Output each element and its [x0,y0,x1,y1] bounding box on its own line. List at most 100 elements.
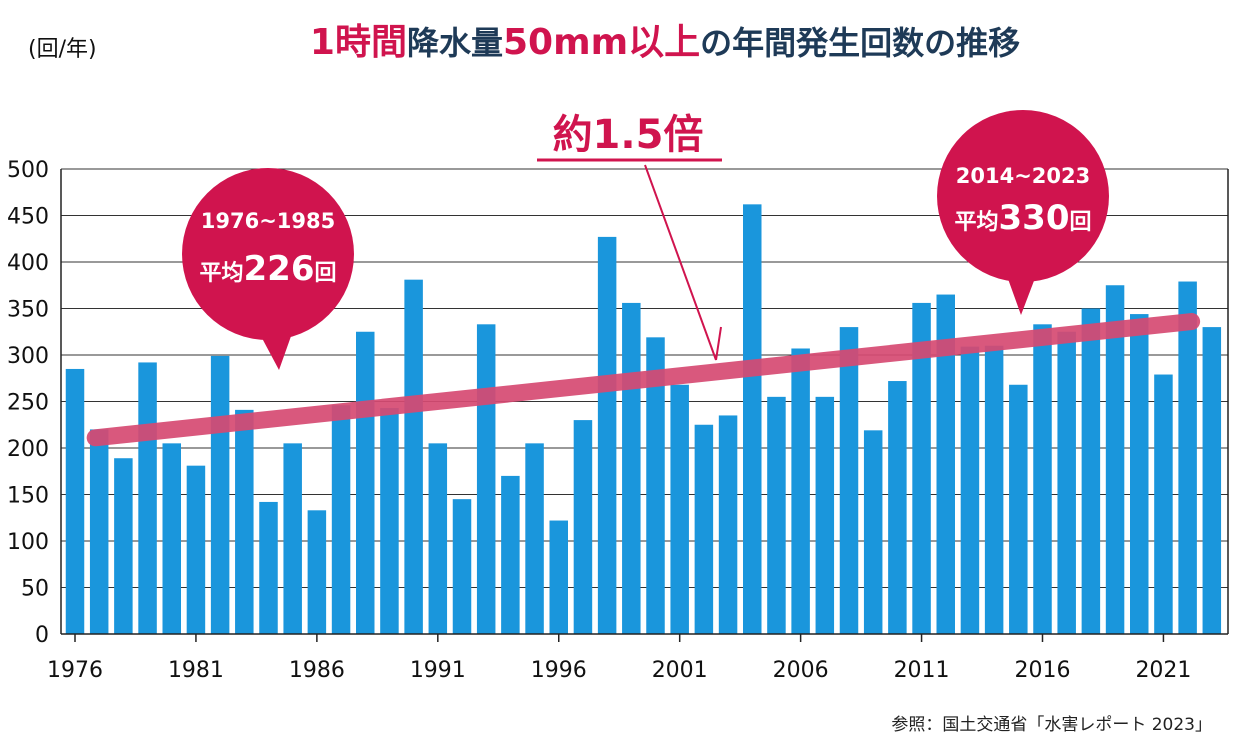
bar-2017 [1057,331,1076,634]
bar-1991 [428,443,448,634]
bar-1979 [138,362,157,634]
x-tick-2001: 2001 [652,658,708,683]
bar-1978 [114,458,133,634]
y-tick-labels: 0 50 100 150 200 250 300 350 400 450 500 [7,158,49,648]
bar-1986 [307,510,327,634]
title-part-1: 降水量 [407,24,503,62]
multiplier-pointer-tick [715,326,722,361]
bar-1993 [476,324,496,634]
bar-1995 [525,443,544,634]
bar-1982 [210,355,230,634]
bar-1992 [452,499,472,634]
bar-2023 [1202,327,1222,634]
multiplier-pointer [644,164,717,361]
y-tick-200: 200 [7,437,49,462]
x-tick-2021: 2021 [1135,658,1191,683]
multiplier-label: 約1.5倍 [553,112,704,158]
bar-2005 [767,396,786,634]
bar-2009 [863,430,883,634]
x-tick-1976: 1976 [47,658,103,683]
bubble-recent-years: 2014~2023 [956,164,1091,188]
bubble-recent-avg-suffix: 回 [1069,210,1091,235]
bar-1981 [186,465,206,634]
bar-2013 [960,346,980,634]
bar-2014 [984,345,1004,634]
bar-2011 [912,302,931,634]
bar-2002 [694,424,714,634]
bubble-recent-avg-prefix: 平均 [954,209,998,235]
y-axis-label: (回/年) [28,37,97,62]
y-tick-250: 250 [7,391,49,416]
bar-1989 [380,408,399,634]
y-tick-100: 100 [7,530,49,555]
bar-1994 [501,475,520,634]
bubble-early-avg-prefix: 平均 [199,260,243,286]
x-tick-labels: 1976 1981 1986 1991 1996 2001 2006 2011 2016 2021 [47,634,1191,683]
bar-2022 [1178,281,1197,634]
bar-2012 [936,294,955,634]
bar-1980 [162,443,181,634]
bubble-recent: 2014~2023 平均330回 [937,110,1109,315]
bubble-recent-avg-value: 330 [999,198,1070,238]
bar-2016 [1033,324,1052,634]
bubble-early-circle [182,168,354,340]
y-tick-50: 50 [21,577,49,602]
y-tick-0: 0 [35,623,49,648]
y-tick-150: 150 [7,484,49,509]
bar-2004 [743,204,762,634]
y-tick-350: 350 [7,298,49,323]
bar-1983 [235,409,254,634]
bar-2001 [670,384,689,634]
bubble-early-avg-value: 226 [244,249,315,289]
bar-1998 [597,236,617,634]
bubble-early: 1976~1985 平均226回 [182,168,354,370]
bar-2019 [1105,285,1125,634]
title-part-2: 50mm以上 [503,22,700,63]
y-tick-450: 450 [7,205,49,230]
bar-1990 [404,279,423,634]
x-tick-2011: 2011 [894,658,950,683]
bar-2003 [718,415,738,634]
x-tick-1986: 1986 [289,658,345,683]
bar-1997 [573,420,593,634]
bar-2015 [1009,384,1028,634]
axes [60,169,1229,635]
x-tick-1981: 1981 [168,658,224,683]
bar-2021 [1154,374,1173,634]
bar-1996 [549,520,568,634]
bar-1984 [259,501,278,634]
title-part-3: の年間発生回数の推移 [700,24,1020,62]
y-tick-400: 400 [7,251,49,276]
bar-2007 [815,396,835,634]
bar-1987 [331,405,351,634]
x-tick-2006: 2006 [773,658,829,683]
y-tick-500: 500 [7,158,49,183]
bar-1988 [356,331,375,634]
trend-line-group [86,313,1201,447]
bar-1985 [283,443,302,634]
bar-1976 [65,368,85,634]
bubble-recent-circle [937,110,1109,282]
bubble-early-average: 平均226回 [199,249,336,289]
bar-2010 [888,381,907,634]
source-note: 参照：国土交通省「水害レポート 2023」 [891,715,1212,735]
bar-2008 [839,327,859,634]
bubble-early-avg-suffix: 回 [314,261,336,286]
x-tick-1991: 1991 [410,658,466,683]
trend-line [86,313,1201,447]
y-tick-300: 300 [7,344,49,369]
bar-2020 [1130,314,1149,634]
title-part-0: 1時間 [310,22,407,63]
bar-2006 [791,348,810,634]
x-tick-1996: 1996 [531,658,587,683]
bar-2018 [1081,308,1101,634]
chart-title: 1時間降水量50mm以上の年間発生回数の推移 [310,22,1020,63]
bubble-early-years: 1976~1985 [201,209,336,233]
x-tick-2016: 2016 [1015,658,1071,683]
bar-2000 [646,337,665,634]
bubble-recent-average: 平均330回 [954,198,1091,238]
bar-1977 [89,429,109,634]
bar-1999 [622,302,641,634]
